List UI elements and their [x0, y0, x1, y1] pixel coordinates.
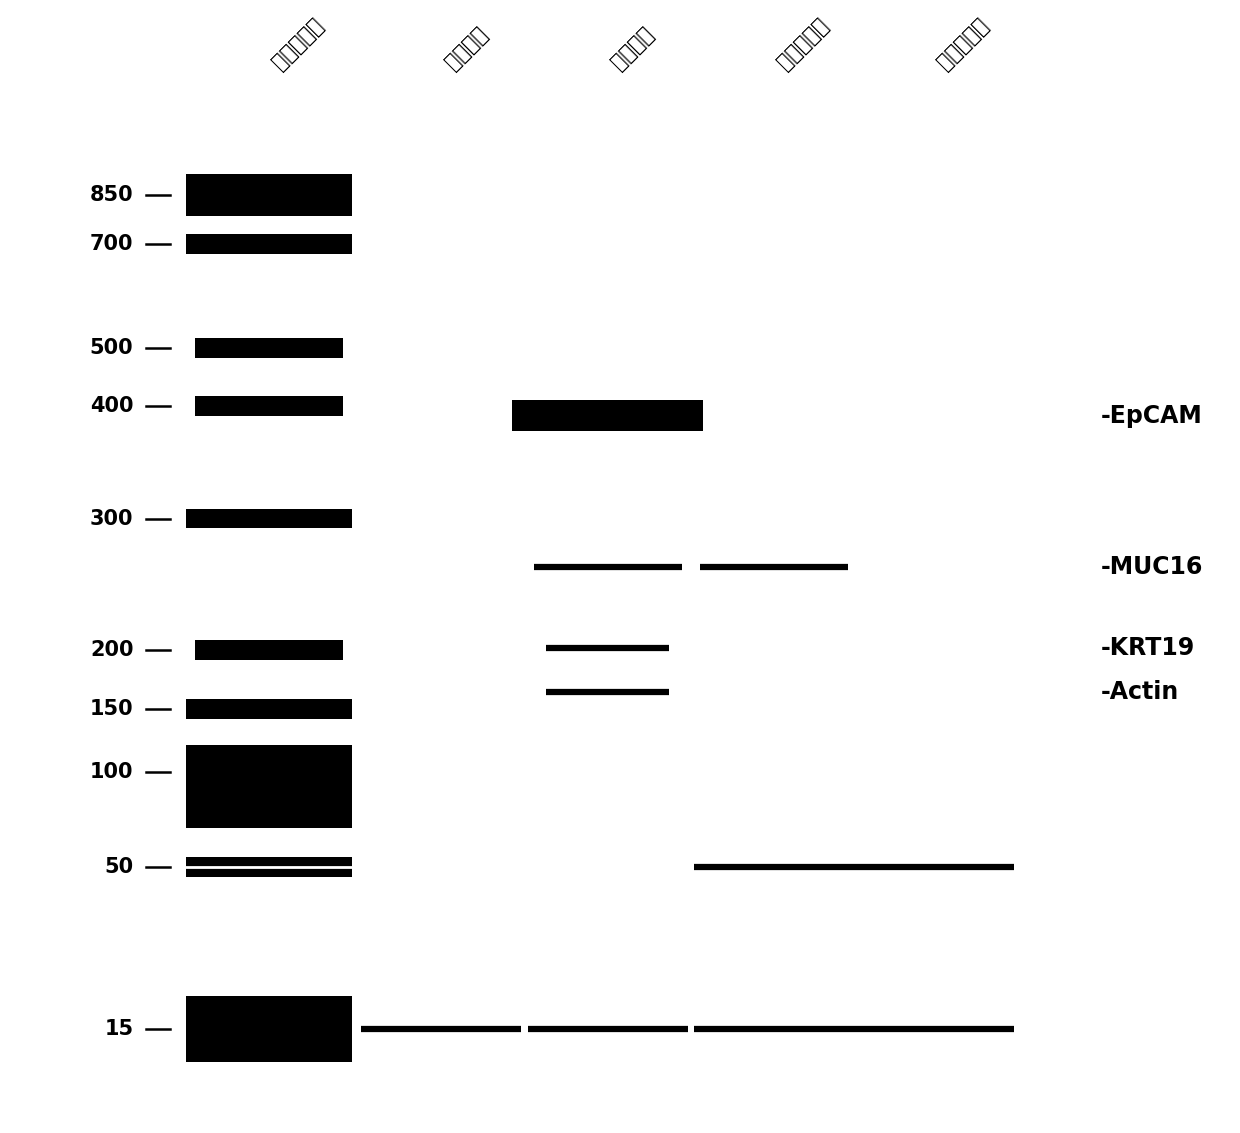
Text: 150: 150: [89, 699, 134, 718]
Text: -MUC16: -MUC16: [1100, 555, 1203, 579]
Text: 400: 400: [91, 395, 134, 416]
Text: 850: 850: [89, 185, 134, 205]
Text: 15: 15: [104, 1020, 134, 1039]
Text: -EpCAM: -EpCAM: [1100, 403, 1202, 428]
Text: 患者术后血: 患者术后血: [934, 15, 992, 73]
Text: 分子量标准: 分子量标准: [269, 15, 327, 73]
Text: 100: 100: [91, 761, 134, 782]
Text: 700: 700: [91, 235, 134, 255]
Bar: [512, 400, 703, 432]
Text: 阴性对照: 阴性对照: [441, 24, 491, 73]
Bar: [186, 744, 352, 827]
Text: 500: 500: [89, 339, 134, 358]
Bar: [186, 996, 352, 1063]
Bar: [186, 509, 352, 528]
Text: -KRT19: -KRT19: [1100, 636, 1194, 659]
Text: 阳性对照: 阳性对照: [608, 24, 657, 73]
Bar: [186, 857, 352, 877]
Bar: [195, 395, 343, 416]
Text: 300: 300: [91, 509, 134, 529]
Text: 200: 200: [91, 640, 134, 661]
Text: -Actin: -Actin: [1100, 680, 1178, 704]
Bar: [186, 173, 352, 215]
Bar: [195, 640, 343, 661]
Text: 患者术前血: 患者术前血: [774, 15, 832, 73]
Bar: [195, 339, 343, 358]
Bar: [186, 699, 352, 718]
Text: 50: 50: [104, 857, 134, 877]
Bar: [186, 235, 352, 254]
